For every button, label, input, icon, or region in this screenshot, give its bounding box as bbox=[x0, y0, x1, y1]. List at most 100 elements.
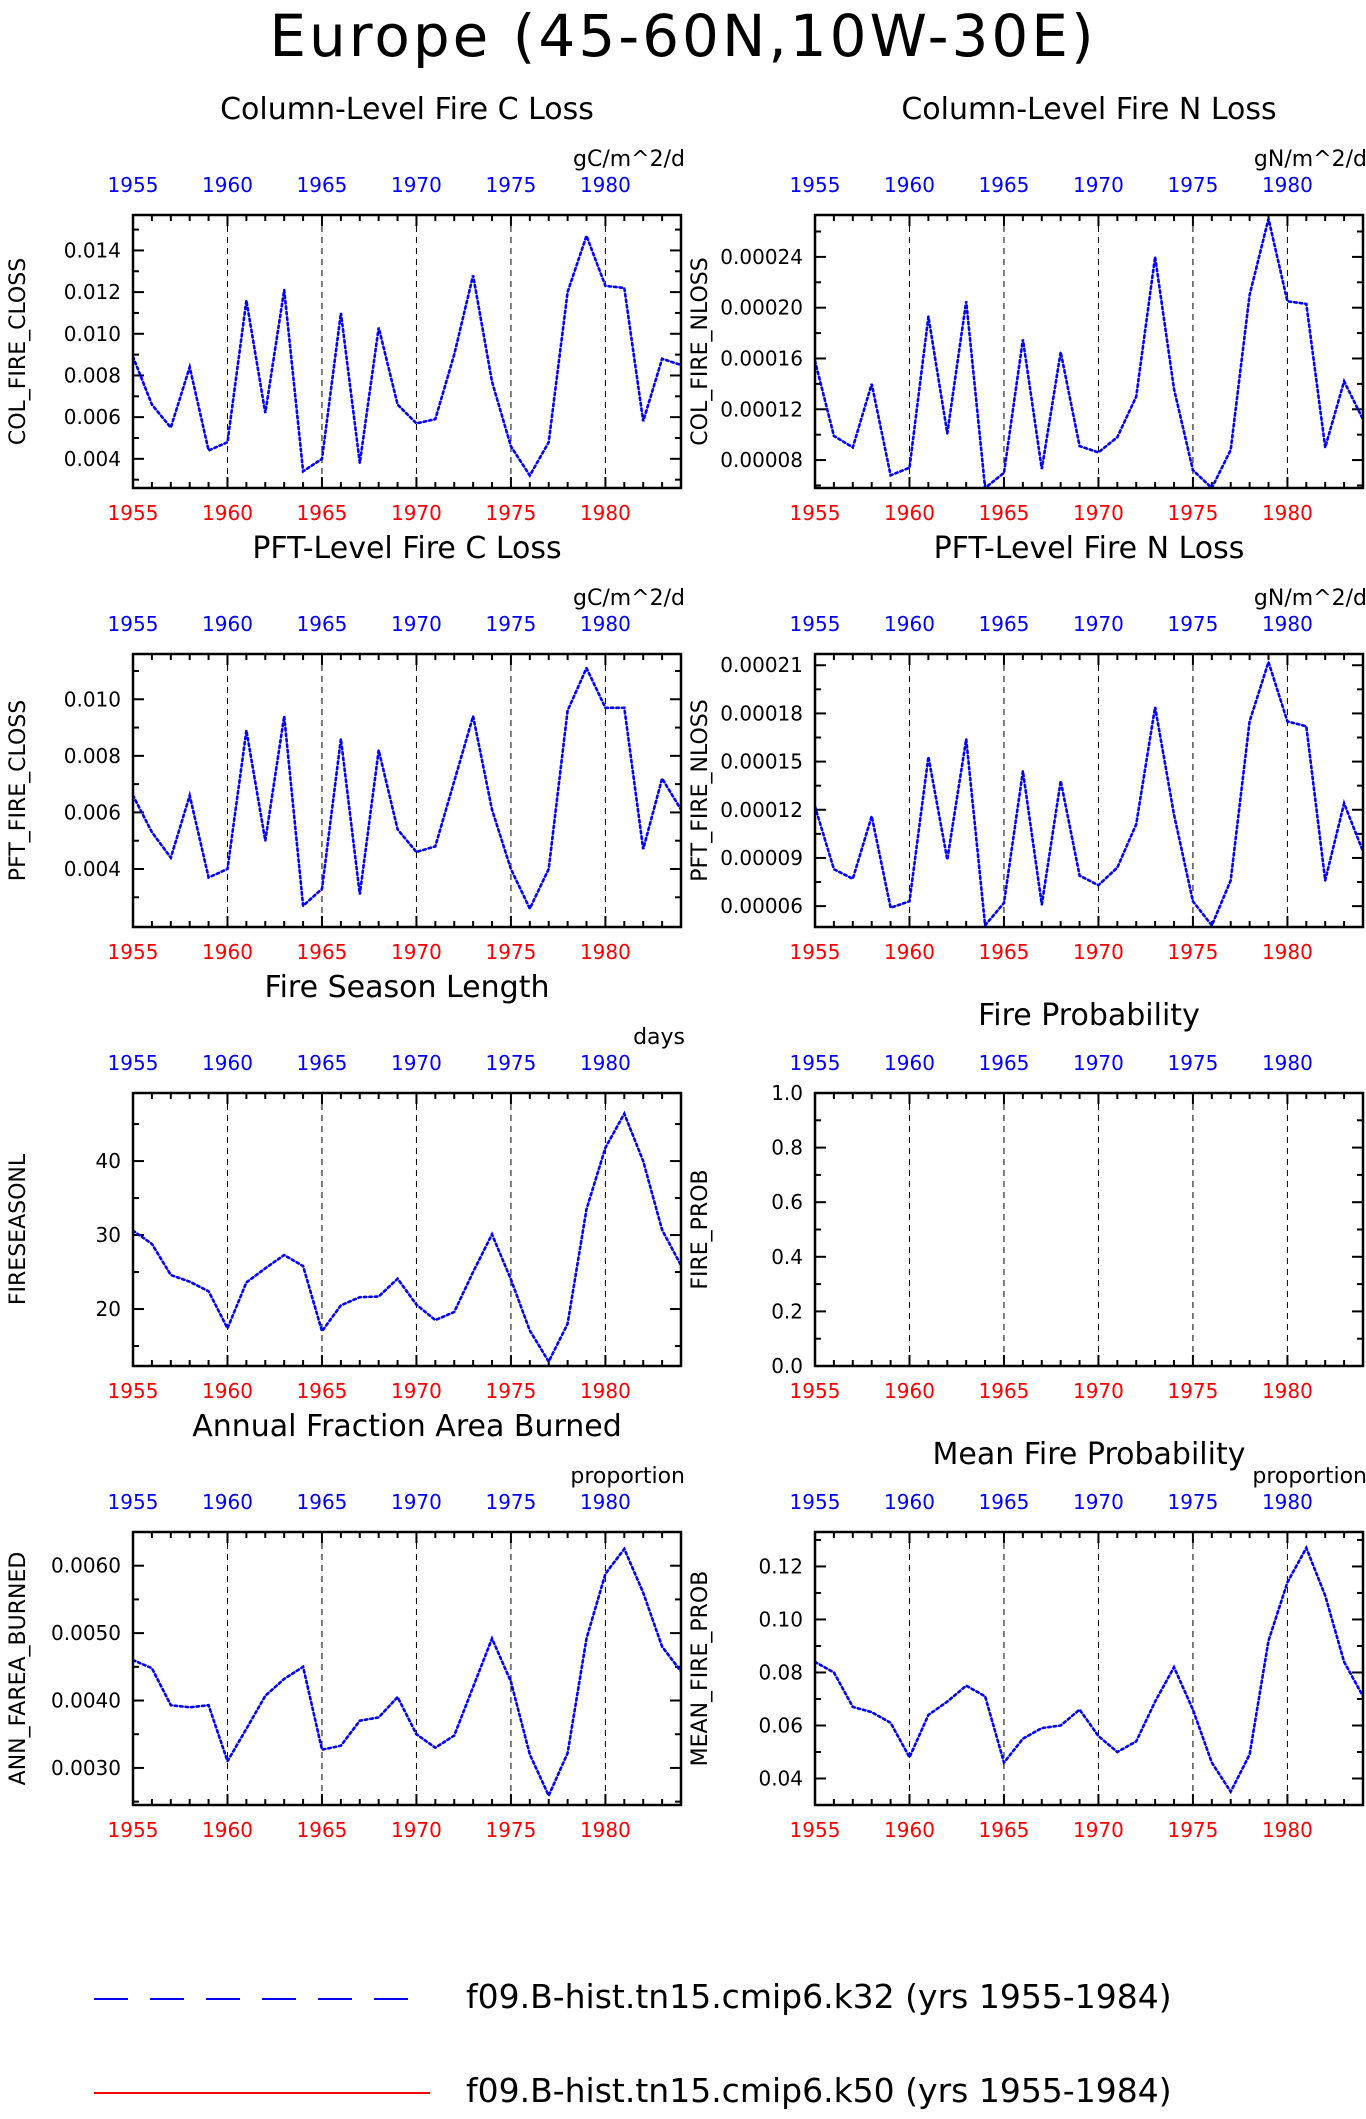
y-tick-label: 0.0060 bbox=[51, 1554, 121, 1578]
x-tick-label-top: 1970 bbox=[391, 1490, 442, 1514]
x-tick-label-bottom: 1960 bbox=[884, 1818, 935, 1842]
chart-units: gN/m^2/d bbox=[1254, 586, 1366, 611]
x-tick-label-bottom: 1975 bbox=[485, 1818, 536, 1842]
x-tick-label-bottom: 1960 bbox=[202, 940, 253, 964]
x-tick-label-bottom: 1965 bbox=[979, 1379, 1030, 1403]
chart-panel-3: PFT-Level Fire C Loss gC/m^2/d PFT_FIRE_CL… bbox=[6, 531, 685, 964]
x-tick-label-bottom: 1980 bbox=[1262, 1818, 1313, 1842]
x-tick-label-top: 1965 bbox=[297, 612, 348, 636]
x-tick-label-bottom: 1980 bbox=[580, 1818, 631, 1842]
y-tick-label: 0.00016 bbox=[720, 346, 803, 370]
chart-units: proportion bbox=[570, 1464, 685, 1489]
chart-panel-6: Fire Probability FIRE_PROB 1955 1960 1965 197… bbox=[688, 998, 1365, 1403]
x-tick-label-top: 1960 bbox=[202, 1490, 253, 1514]
plot-frame bbox=[813, 652, 1365, 929]
x-tick-label-bottom: 1975 bbox=[1167, 501, 1218, 525]
chart-title: Mean Fire Probability bbox=[933, 1437, 1246, 1472]
y-tick-label: 0.014 bbox=[64, 238, 121, 262]
chart-panel-7: Annual Fraction Area Burned proportion ANN… bbox=[6, 1409, 685, 1842]
chart-title: Fire Season Length bbox=[265, 970, 550, 1005]
y-tick-label: 0.00020 bbox=[720, 296, 803, 320]
x-tick-label-top: 1955 bbox=[108, 612, 159, 636]
x-tick-label-bottom: 1965 bbox=[979, 501, 1030, 525]
chart-title: Annual Fraction Area Burned bbox=[192, 1409, 622, 1444]
y-axis-label: COL_FIRE_CLOSS bbox=[6, 258, 31, 445]
x-tick-label-bottom: 1960 bbox=[884, 501, 935, 525]
x-tick-label-top: 1960 bbox=[884, 1490, 935, 1514]
x-tick-label-bottom: 1965 bbox=[297, 1379, 348, 1403]
y-axis-label: MEAN_FIRE_PROB bbox=[688, 1571, 713, 1767]
y-tick-label: 0.010 bbox=[64, 687, 121, 711]
chart-title: PFT-Level Fire N Loss bbox=[934, 531, 1245, 566]
x-tick-label-top: 1970 bbox=[1073, 1490, 1124, 1514]
y-tick-label: 0.12 bbox=[758, 1554, 803, 1578]
x-tick-label-top: 1975 bbox=[1167, 1051, 1218, 1075]
y-tick-label: 0.00008 bbox=[720, 448, 803, 472]
x-tick-label-top: 1955 bbox=[108, 1490, 159, 1514]
plot-frame bbox=[131, 652, 683, 929]
chart-panel-2: Column-Level Fire N Loss gN/m^2/d COL_FIRE… bbox=[688, 92, 1366, 525]
x-tick-label-top: 1970 bbox=[391, 1051, 442, 1075]
chart-title: Column-Level Fire N Loss bbox=[901, 92, 1276, 127]
x-tick-label-top: 1965 bbox=[979, 612, 1030, 636]
x-tick-label-bottom: 1975 bbox=[1167, 1818, 1218, 1842]
y-axis-label: PFT_FIRE_NLOSS bbox=[688, 699, 713, 881]
legend-sample-1 bbox=[94, 2092, 430, 2094]
x-tick-label-bottom: 1980 bbox=[1262, 940, 1313, 964]
y-tick-label: 0.00021 bbox=[720, 653, 803, 677]
y-axis-label: PFT_FIRE_CLOSS bbox=[6, 700, 31, 881]
x-tick-label-bottom: 1970 bbox=[1073, 1379, 1124, 1403]
y-tick-label: 0.00012 bbox=[720, 798, 803, 822]
x-tick-label-bottom: 1955 bbox=[108, 501, 159, 525]
page-title: Europe (45-60N,10W-30E) bbox=[269, 2, 1097, 70]
chart-title: Fire Probability bbox=[978, 998, 1200, 1033]
x-tick-label-bottom: 1955 bbox=[790, 940, 841, 964]
plot-frame bbox=[813, 213, 1365, 490]
x-tick-label-top: 1960 bbox=[884, 1051, 935, 1075]
y-axis-label: FIRE_PROB bbox=[688, 1169, 713, 1289]
x-tick-label-top: 1980 bbox=[580, 173, 631, 197]
x-tick-label-top: 1955 bbox=[108, 1051, 159, 1075]
y-axis-label: FIRESEASONL bbox=[6, 1153, 31, 1305]
x-tick-label-top: 1975 bbox=[1167, 1490, 1218, 1514]
x-tick-label-top: 1960 bbox=[884, 173, 935, 197]
x-tick-label-bottom: 1970 bbox=[1073, 1818, 1124, 1842]
x-tick-label-top: 1980 bbox=[580, 1051, 631, 1075]
x-tick-label-bottom: 1975 bbox=[1167, 1379, 1218, 1403]
plot-frame bbox=[131, 1091, 683, 1368]
x-tick-label-top: 1960 bbox=[202, 612, 253, 636]
chart-units: proportion bbox=[1252, 1464, 1366, 1489]
x-tick-label-top: 1970 bbox=[391, 173, 442, 197]
x-tick-label-bottom: 1980 bbox=[1262, 501, 1313, 525]
x-tick-label-top: 1975 bbox=[1167, 173, 1218, 197]
y-tick-label: 1.0 bbox=[771, 1081, 803, 1105]
y-axis-label: COL_FIRE_NLOSS bbox=[688, 257, 713, 445]
plot-frame bbox=[813, 1091, 1365, 1368]
legend-sample-0 bbox=[94, 1998, 430, 2000]
x-tick-label-bottom: 1960 bbox=[884, 1379, 935, 1403]
x-tick-label-bottom: 1980 bbox=[580, 1379, 631, 1403]
x-tick-label-bottom: 1970 bbox=[391, 940, 442, 964]
series-line-1 bbox=[133, 1110, 681, 1365]
x-tick-label-bottom: 1965 bbox=[297, 501, 348, 525]
x-tick-label-bottom: 1970 bbox=[1073, 940, 1124, 964]
chart-units: days bbox=[633, 1025, 685, 1050]
x-tick-label-bottom: 1965 bbox=[297, 1818, 348, 1842]
chart-title: Column-Level Fire C Loss bbox=[220, 92, 594, 127]
x-tick-label-top: 1955 bbox=[790, 173, 841, 197]
x-tick-label-bottom: 1970 bbox=[391, 1818, 442, 1842]
plot-frame bbox=[131, 213, 683, 490]
x-tick-label-bottom: 1965 bbox=[979, 940, 1030, 964]
x-tick-label-top: 1970 bbox=[1073, 612, 1124, 636]
y-axis-label: ANN_FAREA_BURNED bbox=[6, 1552, 31, 1786]
x-tick-label-top: 1980 bbox=[580, 612, 631, 636]
x-tick-label-top: 1975 bbox=[485, 173, 536, 197]
x-tick-label-top: 1980 bbox=[1262, 1051, 1313, 1075]
legend-label-0: f09.B-hist.tn15.cmip6.k32 (yrs 1955-1984… bbox=[466, 1977, 1172, 2016]
y-tick-label: 0.08 bbox=[758, 1660, 803, 1684]
x-tick-label-bottom: 1980 bbox=[580, 501, 631, 525]
series-line-1 bbox=[133, 1546, 681, 1799]
x-tick-label-top: 1975 bbox=[485, 1490, 536, 1514]
